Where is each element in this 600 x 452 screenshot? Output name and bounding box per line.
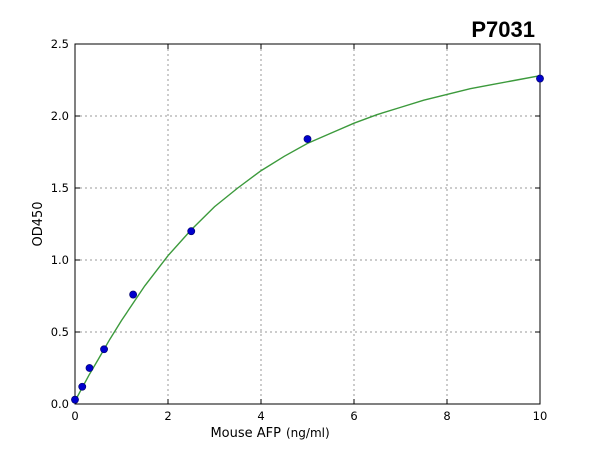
- y-tick-label: 0.0: [51, 397, 69, 411]
- y-tick-label: 0.5: [51, 325, 69, 339]
- data-point: [303, 135, 312, 143]
- data-point: [78, 382, 87, 391]
- data-point: [536, 74, 544, 83]
- chart-title: P7031: [471, 17, 535, 42]
- gridlines: [75, 44, 540, 404]
- y-tick-label: 1.0: [51, 253, 69, 267]
- y-tick-label: 2.0: [51, 109, 69, 123]
- x-axis-label: Mouse AFP: [210, 426, 281, 441]
- x-tick-label: 2: [164, 409, 171, 423]
- x-tick-label: 6: [350, 409, 357, 423]
- data-point: [100, 345, 108, 354]
- plot-frame: [74, 43, 541, 405]
- data-point: [85, 364, 94, 372]
- axis-ticks: [74, 43, 541, 405]
- y-tick-label: 1.5: [51, 181, 69, 195]
- y-tick-labels: 0.0 0.5 1.0 1.5 2.0 2.5: [51, 37, 69, 411]
- fit-curve-line: [74, 74, 541, 402]
- x-tick-labels: 0 2 4 6 8 10: [71, 409, 547, 423]
- x-axis-unit: (ng/ml): [286, 426, 330, 440]
- fit-curve-layer: [74, 74, 541, 402]
- data-point: [71, 395, 79, 404]
- y-tick-label: 2.5: [51, 37, 69, 51]
- x-tick-label: 8: [443, 409, 450, 423]
- data-point: [187, 227, 196, 236]
- data-point: [129, 290, 138, 299]
- x-tick-label: 0: [71, 409, 78, 423]
- x-tick-label: 10: [533, 409, 548, 423]
- data-points-layer: [71, 74, 544, 404]
- y-axis-label: OD450: [31, 201, 46, 246]
- x-tick-label: 4: [257, 409, 264, 423]
